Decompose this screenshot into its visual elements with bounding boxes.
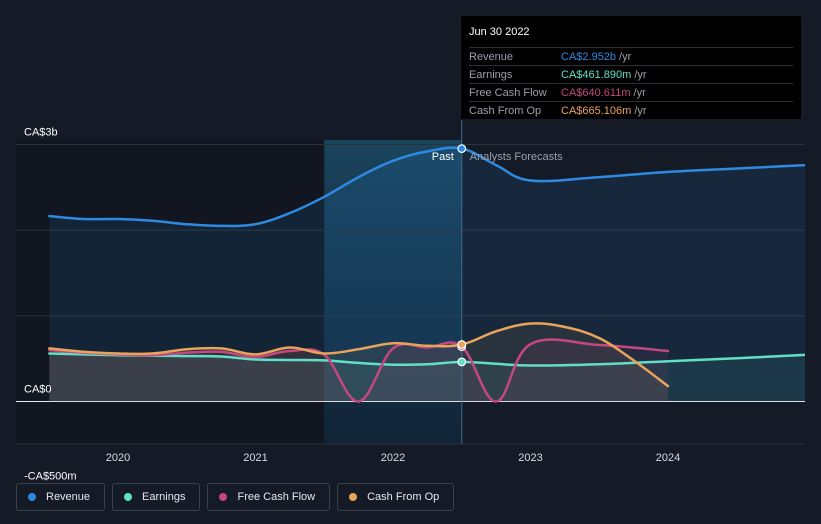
tooltip-unit: /yr	[634, 104, 647, 117]
tooltip-unit: /yr	[633, 86, 646, 99]
legend-label: Earnings	[142, 491, 186, 503]
x-tick-label: 2023	[518, 452, 542, 464]
legend-label: Revenue	[46, 491, 91, 503]
tooltip-row-revenue: Revenue CA$2.952b /yr	[469, 47, 793, 65]
cash-from-op-marker	[457, 340, 467, 349]
tooltip-date: Jun 30 2022	[469, 26, 530, 38]
tooltip-unit: /yr	[634, 68, 647, 81]
series-lines	[48, 146, 805, 403]
forecast-label: Analysts Forecasts	[470, 151, 563, 163]
legend-item-free-cash-flow[interactable]: Free Cash Flow	[207, 483, 331, 511]
tooltip-value: CA$2.952b	[561, 50, 617, 63]
tooltip-label: Cash From Op	[469, 104, 542, 117]
tooltip-row-earnings: Earnings CA$461.890m /yr	[469, 65, 793, 83]
x-axis-ticks: 2020 2021 2022 2023 2024	[106, 452, 680, 464]
y-tick-label-negative: -CA$500m	[24, 470, 77, 482]
revenue-dot-icon	[28, 493, 36, 501]
tooltip-unit: /yr	[619, 50, 632, 63]
tooltip-row-cash-from-op: Cash From Op CA$665.106m /yr	[469, 101, 793, 119]
tooltip-label: Revenue	[469, 50, 514, 63]
y-tick-label-zero: CA$0	[24, 384, 52, 396]
earnings-dot-icon	[124, 493, 133, 501]
revenue-area	[49, 147, 805, 402]
series-fills	[49, 147, 805, 402]
revenue-line	[48, 146, 805, 228]
tooltip-label: Free Cash Flow	[469, 86, 547, 99]
free-cash-flow-dot-icon	[219, 493, 228, 501]
x-tick-label: 2020	[106, 452, 130, 464]
legend-item-earnings[interactable]: Earnings	[112, 483, 201, 511]
legend-label: Cash From Op	[367, 491, 440, 503]
cash-from-op-line	[48, 322, 670, 388]
legend: Revenue Earnings Free Cash Flow Cash Fro…	[16, 483, 455, 511]
legend-item-cash-from-op[interactable]: Cash From Op	[337, 483, 455, 511]
tooltip-value: CA$640.611m	[561, 86, 631, 99]
gridlines	[16, 144, 805, 445]
x-tick-label: 2024	[656, 452, 680, 464]
tooltip: Jun 30 2022 Revenue CA$2.952b /yr Earnin…	[461, 16, 801, 119]
revenue-marker	[457, 144, 467, 154]
tooltip-row-free-cash-flow: Free Cash Flow CA$640.611m /yr	[469, 83, 793, 101]
x-tick-label: 2022	[381, 452, 405, 464]
hover-markers	[457, 144, 467, 367]
x-tick-label: 2021	[243, 452, 267, 464]
legend-item-revenue[interactable]: Revenue	[16, 483, 106, 511]
free-cash-flow-line	[48, 338, 670, 403]
earnings-marker	[457, 357, 467, 367]
cash-from-op-dot-icon	[349, 493, 358, 501]
earnings-area	[49, 353, 805, 402]
tooltip-value: CA$461.890m	[561, 68, 632, 81]
legend-label: Free Cash Flow	[237, 491, 316, 503]
y-tick-label-top: CA$3b	[24, 127, 58, 139]
past-label: Past	[432, 151, 454, 163]
tooltip-value: CA$665.106m	[561, 104, 632, 117]
tooltip-label: Earnings	[469, 68, 513, 81]
